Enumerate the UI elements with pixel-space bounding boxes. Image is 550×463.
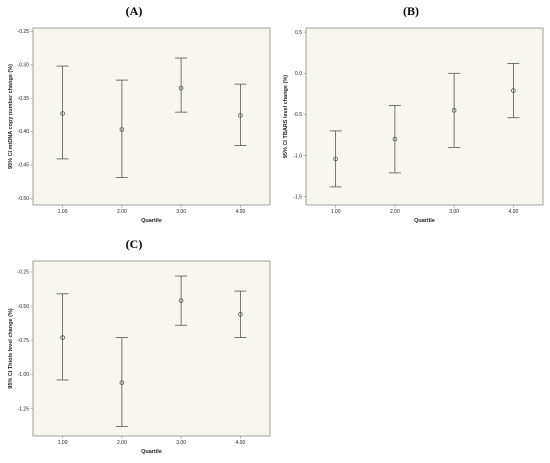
panel-c-xtick-label: 3.00 [176,440,186,446]
panel-b-xtick-label: 2.00 [390,209,400,215]
panel-b-ytick-label: 0.5 [295,30,302,36]
panel-a-mean-point [60,111,65,116]
panel-a-y-axis-title: 95% CI mtDNA copy number change (%) [8,64,14,169]
panel-a-plot-area [32,27,271,206]
panel-a-xtick-label: 3.00 [176,209,186,215]
panel-a-ytick-label: -0.25 [18,29,30,35]
panel-b-mean-point [511,88,516,93]
panel-b-x-axis-title: Quartile [414,218,435,224]
panel-a-mean-point [178,85,184,91]
panel-a-x-axis-title: Quartile [141,218,162,224]
panel-b-y-axis-title: 95% CI TBARS level change (%) [283,75,289,158]
panel-c-ytick-label: -1.00 [18,372,30,378]
panel-c-label: (C) [126,237,143,251]
panel-b-xtick-label: 3.00 [449,209,459,215]
panel-c-mean-point [60,335,65,340]
panel-b-xtick-label: 4.00 [509,209,519,215]
panel-c-y-axis-title: 95% CI Thiols level change (%) [8,308,14,389]
panel-a-mean-point [119,127,125,132]
panel-a-xtick-label: 4.00 [236,209,246,215]
panel-c-mean-point [178,298,184,303]
panel-c-ytick-label: -0.75 [18,338,30,344]
panel-c-xtick-label: 1.00 [58,440,68,446]
panel-b-plot-area [305,27,544,206]
panel-a-ytick-label: -0.30 [18,62,30,68]
panel-b-mean-point [451,108,457,113]
panel-c-mean-point [238,312,243,317]
panel-c-x-axis-title: Quartile [141,449,162,455]
panel-c-xtick-label: 2.00 [117,440,127,446]
panel-b-label: (B) [403,4,419,18]
panel-b-ytick-label: -1.5 [293,194,302,200]
panel-b-ytick-label: -0.5 [293,112,302,118]
panel-c-plot-area [32,260,271,437]
panel-c-ytick-label: -0.50 [18,304,30,310]
panel-b-mean-point [333,156,338,162]
panel-b-xtick-label: 1.00 [331,209,341,215]
panel-a-xtick-label: 2.00 [117,209,127,215]
panel-a-mean-point [238,113,243,118]
panel-a-ytick-label: -0.45 [18,163,30,169]
panel-c-mean-point [119,380,125,385]
panel-b-mean-point [392,136,398,142]
panel-c-ytick-label: -0.25 [18,270,30,276]
panel-a-ytick-label: -0.50 [18,196,30,202]
panel-c-ytick-label: -1.25 [18,406,30,412]
panel-a-ytick-label: -0.40 [18,129,30,135]
panel-b-ytick-label: -1.0 [293,153,302,159]
panel-c-xtick-label: 4.00 [236,440,246,446]
panel-a-ytick-label: -0.35 [18,96,30,102]
panel-a-xtick-label: 1.00 [58,209,68,215]
panel-b-ytick-label: 0.0 [295,71,302,77]
panel-a-label: (A) [126,4,143,18]
